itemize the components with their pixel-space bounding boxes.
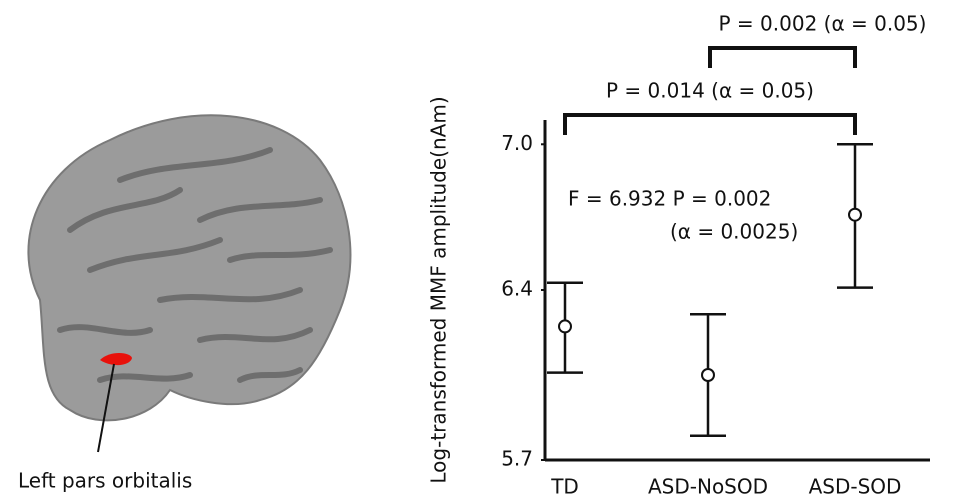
bracket	[708, 46, 857, 68]
bracket-label: P = 0.014 (α = 0.05)	[606, 79, 814, 103]
y-tick-label: 6.4	[501, 277, 533, 301]
y-tick-label: 5.7	[501, 447, 533, 471]
mean-marker	[558, 319, 572, 334]
x-tick-label: TD	[550, 475, 579, 499]
brain-illustration	[27, 114, 352, 453]
y-axis-label: Log-transformed MMF amplitude(nAm)	[427, 96, 451, 483]
brain-label: Left pars orbitalis	[18, 469, 192, 493]
annotation: (α = 0.0025)	[670, 220, 798, 244]
x-tick-label: ASD-NoSOD	[648, 475, 768, 499]
x-tick-label: ASD-SOD	[809, 475, 902, 499]
bracket-label: P = 0.002 (α = 0.05)	[719, 12, 927, 36]
y-tick-label: 7.0	[501, 131, 533, 155]
bracket	[563, 113, 857, 135]
mean-marker	[848, 207, 862, 222]
mean-marker	[701, 368, 715, 382]
annotation: F = 6.932 P = 0.002	[568, 187, 771, 211]
